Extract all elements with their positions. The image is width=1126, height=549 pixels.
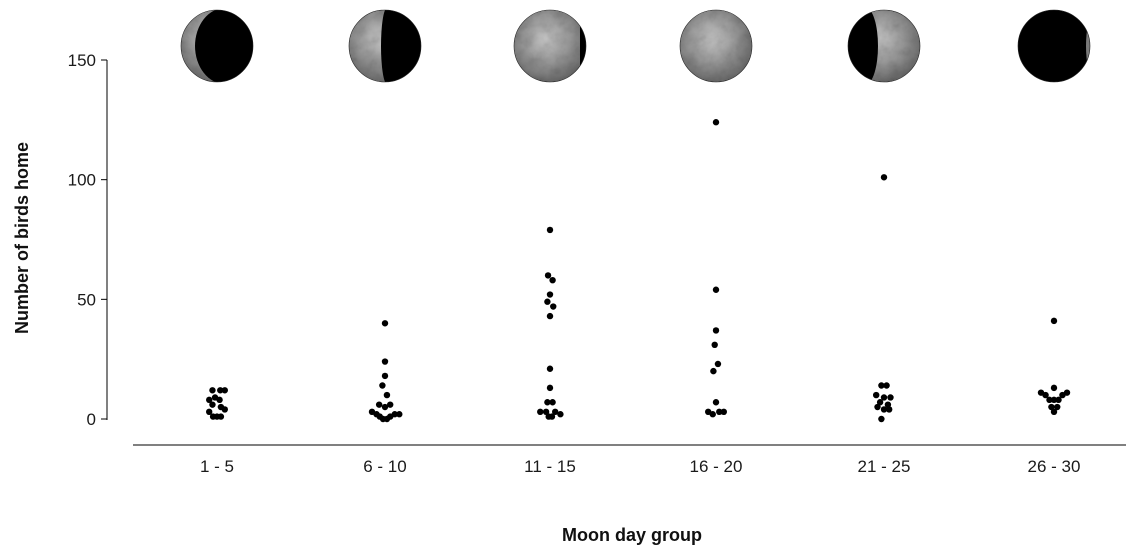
data-point bbox=[217, 387, 224, 394]
y-tick-label: 0 bbox=[87, 410, 96, 429]
data-point bbox=[544, 298, 551, 305]
data-point bbox=[886, 406, 893, 413]
data-point bbox=[716, 408, 723, 416]
data-point bbox=[712, 399, 720, 406]
data-point bbox=[549, 399, 556, 406]
data-point bbox=[874, 403, 881, 411]
data-point bbox=[1054, 403, 1061, 411]
x-tick-label: 26 - 30 bbox=[1028, 457, 1081, 476]
data-point bbox=[884, 401, 892, 408]
data-point bbox=[381, 320, 389, 327]
data-point bbox=[206, 408, 213, 416]
data-point bbox=[880, 406, 888, 413]
first-quarter-moon-icon bbox=[348, 9, 422, 83]
data-point bbox=[552, 408, 559, 416]
data-point bbox=[878, 415, 885, 423]
data-point bbox=[387, 413, 394, 420]
data-point bbox=[383, 391, 391, 399]
data-point bbox=[1050, 408, 1058, 416]
full-moon-moon-icon bbox=[679, 9, 753, 83]
data-point bbox=[381, 358, 389, 365]
x-tick-label: 11 - 15 bbox=[524, 457, 576, 476]
data-point bbox=[887, 394, 894, 401]
data-point bbox=[221, 406, 228, 413]
data-point bbox=[712, 327, 720, 334]
data-point bbox=[1042, 391, 1049, 399]
x-tick-label: 16 - 20 bbox=[690, 457, 743, 476]
data-point bbox=[712, 119, 720, 126]
data-point bbox=[1048, 403, 1055, 411]
data-point bbox=[206, 396, 213, 404]
data-points bbox=[206, 119, 1071, 423]
data-point bbox=[209, 401, 216, 408]
data-point bbox=[714, 360, 722, 368]
data-point bbox=[883, 382, 890, 389]
new-moon-moon-icon bbox=[1017, 9, 1091, 83]
data-point bbox=[548, 413, 556, 420]
data-point bbox=[880, 174, 888, 181]
data-point bbox=[542, 408, 550, 416]
data-point bbox=[709, 411, 716, 418]
data-point bbox=[720, 408, 727, 416]
waxing-crescent-moon-icon bbox=[180, 9, 254, 83]
data-point bbox=[216, 396, 223, 404]
data-point bbox=[710, 367, 717, 375]
data-point bbox=[711, 341, 718, 349]
x-axis-title: Moon day group bbox=[562, 525, 702, 545]
x-axis-ticks: 1 - 5 6 - 10 11 - 15 16 - 20 21 - 25 26 - 30 bbox=[200, 457, 1080, 476]
data-point bbox=[217, 413, 225, 420]
data-point bbox=[1050, 317, 1058, 325]
data-point bbox=[221, 387, 228, 394]
data-point bbox=[1046, 396, 1053, 404]
data-point bbox=[537, 408, 544, 416]
data-point bbox=[880, 394, 888, 401]
data-point bbox=[876, 399, 884, 406]
data-point bbox=[381, 372, 389, 380]
y-axis-title: Number of birds home bbox=[12, 142, 32, 334]
data-point bbox=[544, 272, 552, 279]
waxing-gibbous-moon-icon bbox=[513, 9, 587, 83]
data-point bbox=[546, 365, 554, 372]
data-point bbox=[1063, 389, 1071, 396]
data-point bbox=[549, 276, 556, 284]
waning-gibbous-moon-icon bbox=[847, 9, 921, 83]
data-point bbox=[546, 291, 554, 298]
data-point bbox=[1050, 396, 1058, 404]
data-point bbox=[375, 401, 383, 408]
y-axis-ticks: 0 50 100 150 bbox=[68, 51, 107, 429]
data-point bbox=[546, 312, 554, 320]
x-tick-label: 1 - 5 bbox=[200, 457, 234, 476]
x-tick-label: 21 - 25 bbox=[858, 457, 911, 476]
data-point bbox=[387, 401, 394, 408]
moon-phase-icons bbox=[180, 9, 1091, 83]
y-tick-label: 50 bbox=[77, 290, 96, 309]
x-tick-label: 6 - 10 bbox=[363, 457, 406, 476]
data-point bbox=[381, 403, 389, 411]
data-point bbox=[544, 399, 551, 406]
data-point bbox=[557, 411, 564, 418]
data-point bbox=[1055, 396, 1062, 404]
data-point bbox=[1050, 384, 1058, 392]
data-point bbox=[878, 382, 885, 389]
data-point bbox=[396, 411, 403, 418]
data-point bbox=[873, 391, 880, 399]
data-point bbox=[546, 384, 554, 392]
data-point bbox=[209, 387, 216, 394]
data-point bbox=[379, 382, 386, 389]
y-tick-label: 100 bbox=[68, 171, 96, 190]
y-tick-label: 150 bbox=[68, 51, 96, 70]
data-point bbox=[546, 226, 554, 234]
data-point bbox=[550, 303, 557, 310]
data-point bbox=[712, 286, 720, 293]
